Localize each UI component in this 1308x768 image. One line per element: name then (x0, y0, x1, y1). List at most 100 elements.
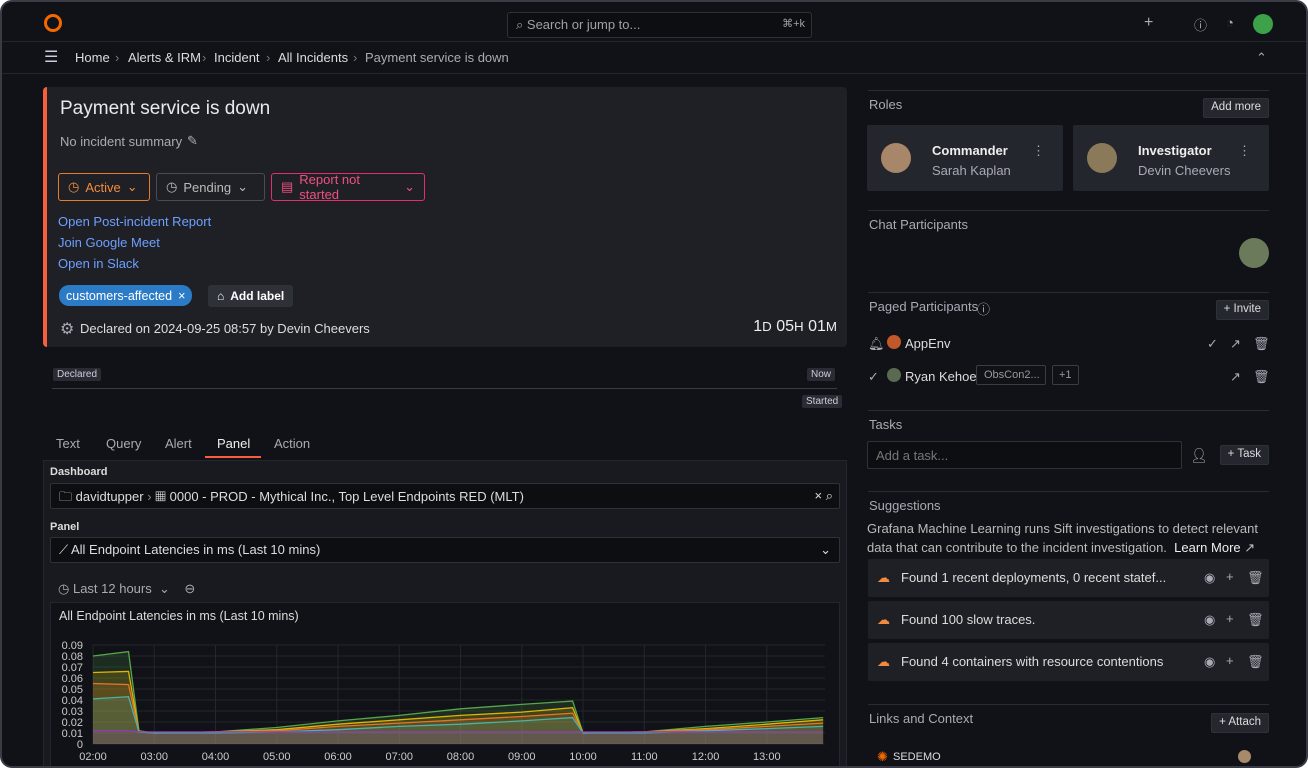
link-item[interactable]: SEDEMO (893, 751, 941, 763)
acknowledge-icon[interactable]: ✓ (1207, 336, 1218, 351)
learn-more-link[interactable]: Learn More (1174, 540, 1241, 555)
y-tick-label: 0.05 (62, 684, 83, 696)
slack-link[interactable]: Open in Slack (58, 256, 139, 271)
add-icon: + (1226, 611, 1234, 626)
timeline-track (52, 388, 837, 389)
time-range-picker[interactable]: ◷ Last 12 hours ⌄ ⊖ (58, 581, 196, 596)
help-icon[interactable]: ⓘ (1194, 18, 1208, 33)
menu-icon[interactable]: ☰ (44, 49, 59, 66)
x-tick-label: 07:00 (386, 751, 414, 763)
trash-icon: 🗑︎ (1247, 612, 1264, 627)
active-tab-indicator (205, 456, 261, 458)
grafana-logo-icon[interactable] (44, 14, 62, 32)
pending-icon: ◷ (166, 179, 178, 194)
edit-icon[interactable]: ✎ (187, 133, 198, 148)
tab-panel[interactable]: Panel (217, 436, 251, 451)
breadcrumb-alerts[interactable]: Alerts & IRM (128, 50, 201, 65)
attach-button[interactable]: + Attach (1211, 713, 1269, 733)
tab-action[interactable]: Action (274, 436, 311, 451)
external-link-icon[interactable]: ↗ (1230, 369, 1241, 384)
search-input[interactable]: ⌕ Search or jump to... ⌘+k (507, 12, 812, 38)
timeline-declared: Declared (53, 368, 102, 381)
more-tags[interactable]: +1 (1052, 365, 1079, 385)
incident-card: Payment service is down No incident summ… (43, 87, 847, 347)
invite-button[interactable]: + Invite (1215, 300, 1269, 320)
timeline-started: Started (802, 395, 843, 408)
suggestion-item[interactable]: ☁ Found 100 slow traces. ◉ + 🗑︎ (868, 601, 1269, 639)
breadcrumb-incident[interactable]: Incident (214, 50, 260, 65)
report-dropdown[interactable]: ▤ Report not started ⌄ (271, 172, 425, 202)
tab-text[interactable]: Text (56, 436, 80, 451)
series-line (93, 730, 824, 733)
user-avatar[interactable] (1253, 14, 1273, 34)
panel-select[interactable]: ⟋ All Endpoint Latencies in ms (Last 10 … (50, 537, 840, 563)
timeline-now: Now (807, 368, 836, 381)
check-icon: ✓ (868, 369, 879, 384)
task-input[interactable]: Add a task... (867, 441, 1182, 469)
external-link-icon[interactable]: ↗ (1230, 336, 1241, 351)
breadcrumb: ☰ Home › Alerts & IRM › Incident › All I… (2, 42, 1306, 74)
tab-alert[interactable]: Alert (165, 436, 192, 451)
trash-icon[interactable]: 🗑︎ (1253, 369, 1270, 384)
add-task-button[interactable]: + Task (1219, 445, 1269, 465)
more-icon[interactable]: ⋮ (1032, 143, 1045, 158)
y-tick-label: 0.07 (62, 662, 83, 674)
folder-icon: 🗀 (59, 489, 76, 504)
tag-icon: ⌂ (217, 289, 225, 303)
series-area (93, 730, 824, 744)
incident-duration: 1D 05H 01M (753, 318, 837, 335)
breadcrumb-all-incidents[interactable]: All Incidents (278, 50, 349, 65)
dashboard-picker[interactable]: 🗀 davidtupper › ▦ 0000 - PROD - Mythical… (50, 483, 840, 509)
incident-title: Payment service is down (60, 98, 271, 119)
suggestion-item[interactable]: ☁ Found 4 containers with resource conten… (868, 643, 1269, 681)
paged-section: Paged Participants ⓘ + Invite 🔔︎ AppEnv ✓… (868, 292, 1270, 410)
trash-icon: 🗑︎ (1247, 570, 1264, 585)
assign-user-icon[interactable]: 👤︎ (1190, 447, 1208, 463)
status-dropdown[interactable]: ◷ Active ⌄ (58, 173, 150, 201)
add-label-button[interactable]: ⌂ Add label (208, 285, 294, 307)
new-button[interactable]: + (1144, 14, 1154, 31)
tab-query[interactable]: Query (106, 436, 142, 451)
collapse-icon[interactable]: ⌃ (1256, 50, 1267, 65)
x-tick-label: 08:00 (447, 751, 475, 763)
view-icon: ◉ (1204, 612, 1216, 627)
graph-icon: ⟋ (59, 542, 71, 557)
avatar (887, 335, 901, 349)
role-card-commander: Commander Sarah Kaplan ⋮ (867, 125, 1063, 191)
series-area (93, 671, 824, 744)
chat-section: Chat Participants (868, 210, 1269, 292)
breadcrumb-home[interactable]: Home (75, 50, 110, 65)
x-tick-label: 04:00 (202, 751, 230, 763)
avatar (887, 368, 901, 382)
rss-icon[interactable]: ◔ (1226, 15, 1234, 30)
x-tick-label: 09:00 (508, 751, 536, 763)
panel-form: Dashboard 🗀 davidtupper › ▦ 0000 - PROD … (43, 460, 847, 766)
x-tick-label: 05:00 (263, 751, 291, 763)
dashboard-icon: ▦ (155, 489, 170, 504)
view-icon: ◉ (1204, 654, 1216, 669)
y-tick-label: 0.01 (62, 728, 83, 740)
add-more-button[interactable]: Add more (1203, 98, 1269, 118)
bell-icon: 🔔︎ (868, 336, 885, 351)
roles-section: Roles Add more (868, 90, 1269, 210)
severity-dropdown[interactable]: ◷ Pending ⌄ (156, 173, 265, 201)
y-tick-label: 0.09 (62, 640, 83, 652)
more-icon[interactable]: ⋮ (1238, 143, 1251, 158)
x-tick-label: 10:00 (569, 751, 597, 763)
google-meet-link[interactable]: Join Google Meet (58, 235, 160, 250)
gear-icon: ⚙ (60, 321, 75, 338)
label-chip[interactable]: customers-affected × (59, 285, 193, 306)
top-bar: ⌕ Search or jump to... ⌘+k + ⓘ ◔ (2, 2, 1306, 42)
breadcrumb-current: Payment service is down (365, 50, 509, 65)
add-icon: + (1226, 653, 1234, 668)
post-incident-report-link[interactable]: Open Post-incident Report (58, 214, 212, 229)
team-tag[interactable]: ObsCon2... (976, 365, 1046, 385)
x-tick-label: 13:00 (753, 751, 781, 763)
info-icon: ⓘ (977, 302, 991, 317)
series-area (93, 651, 824, 744)
suggestions-description: Grafana Machine Learning runs Sift inves… (867, 521, 1258, 555)
suggestion-item[interactable]: ☁ Found 1 recent deployments, 0 recent st… (868, 559, 1269, 597)
y-tick-label: 0.02 (62, 717, 83, 729)
trash-icon[interactable]: 🗑︎ (1253, 336, 1270, 351)
